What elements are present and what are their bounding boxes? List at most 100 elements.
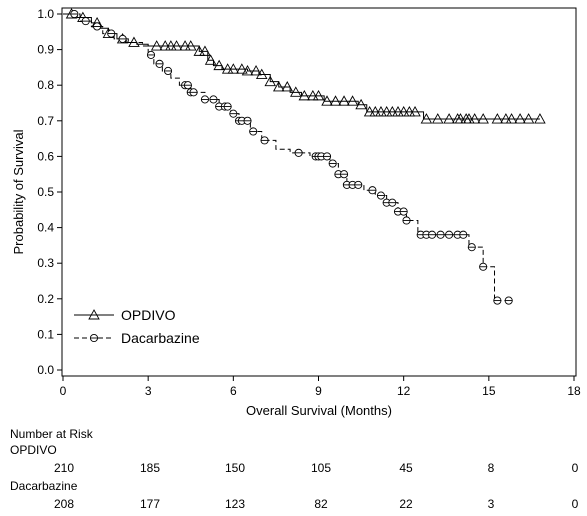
censor-marker-opdivo [329, 95, 342, 106]
x-tick-label: 3 [145, 384, 152, 398]
censor-marker-opdivo [272, 81, 285, 92]
legend-label-opdivo: OPDIVO [121, 307, 176, 323]
censor-marker-opdivo [491, 113, 504, 124]
survival-curve-opdivo [63, 13, 540, 120]
y-tick-label: 0.0 [37, 363, 54, 377]
x-tick-label: 15 [482, 384, 496, 398]
censor-marker-opdivo [380, 105, 393, 117]
series-layer [63, 8, 546, 305]
km-chart: 0 3 6 9 12 15 18 0.0 0.1 0.2 0.3 0.4 0.5 0.6 0.7 0.8 0.9… [11, 7, 581, 418]
risk-value: 185 [139, 461, 161, 475]
censor-marker-opdivo [159, 40, 171, 51]
y-tick-label: 0.5 [37, 185, 54, 199]
risk-value: 0 [571, 497, 579, 511]
legend: OPDIVO Dacarbazine [74, 307, 200, 346]
censor-marker-opdivo [298, 89, 311, 101]
censor-marker-opdivo [281, 81, 294, 92]
censor-marker-opdivo [236, 63, 248, 74]
censor-marker-opdivo [500, 113, 512, 124]
risk-value: 45 [399, 461, 413, 475]
censor-marker-opdivo [290, 86, 302, 97]
y-tick-label: 0.9 [37, 43, 54, 57]
risk-value: 8 [487, 461, 495, 475]
risk-value: 208 [53, 497, 75, 511]
censor-marker-opdivo [250, 65, 262, 76]
risk-table-title: Number at Risk [10, 427, 93, 441]
y-tick-label: 0.6 [37, 149, 54, 163]
censor-marker-opdivo [346, 95, 359, 106]
censor-marker-opdivo [468, 113, 481, 124]
y-axis-label: Probability of Survival [11, 129, 26, 254]
censor-marker-opdivo [193, 45, 206, 56]
risk-row-dacarbazine: 208 177 123 82 22 3 0 [0, 497, 587, 511]
legend-marker-opdivo [88, 309, 100, 320]
censor-marker-opdivo [420, 113, 433, 124]
censor-marker-opdivo [213, 59, 225, 71]
x-tick-label: 9 [315, 384, 322, 398]
censor-marker-opdivo [514, 113, 526, 124]
censor-marker-opdivo [375, 105, 387, 117]
censor-marker-opdivo [522, 113, 535, 124]
censor-marker-opdivo [184, 40, 197, 51]
censor-marker-opdivo [403, 105, 416, 117]
censor-marker-opdivo [227, 63, 240, 74]
censor-marker-opdivo [338, 95, 350, 106]
series-opdivo [63, 8, 546, 124]
censor-marker-opdivo [241, 65, 254, 76]
legend-item-dacarbazine: Dacarbazine [74, 330, 200, 346]
y-tick-label: 0.8 [37, 78, 54, 92]
censor-marker-opdivo [431, 113, 444, 124]
y-tick-label: 0.2 [37, 292, 54, 306]
y-tick-label: 0.7 [37, 114, 54, 128]
censor-marker-opdivo [454, 113, 467, 124]
x-tick-label: 12 [397, 384, 411, 398]
censor-marker-opdivo [355, 98, 367, 110]
censor-marker-opdivo [463, 113, 475, 124]
risk-row-label-opdivo: OPDIVO [10, 443, 57, 457]
axis-layer: 0 3 6 9 12 15 18 0.0 0.1 0.2 0.3 0.4 0.5 0.6 0.7 0.8 0.9… [37, 7, 581, 398]
censor-marker-opdivo [165, 40, 177, 51]
x-tick-label: 6 [230, 384, 237, 398]
risk-value: 0 [571, 461, 579, 475]
censor-marker-opdivo [369, 105, 382, 117]
risk-value: 22 [399, 497, 413, 511]
censor-marker-opdivo [150, 40, 163, 51]
censor-marker-opdivo [199, 45, 211, 56]
censor-marker-opdivo [307, 89, 319, 101]
risk-value: 105 [310, 461, 332, 475]
censor-marker-opdivo [397, 105, 410, 117]
censor-marker-opdivo [204, 54, 217, 65]
censor-marker-opdivo [221, 63, 234, 74]
censor-marker-opdivo [477, 113, 489, 124]
risk-value: 82 [314, 497, 328, 511]
censor-marker-opdivo [386, 105, 399, 117]
censor-marker-opdivo [312, 89, 325, 101]
risk-value: 177 [139, 497, 161, 511]
y-tick-label: 0.3 [37, 256, 54, 270]
censor-marker-opdivo [363, 105, 376, 117]
censor-marker-opdivo [534, 113, 546, 124]
x-axis-label: Overall Survival (Months) [246, 403, 392, 418]
censor-marker-opdivo [179, 40, 191, 51]
censor-marker-opdivo [409, 105, 421, 117]
x-tick-label: 0 [60, 384, 67, 398]
series-dacarbazine [63, 9, 513, 305]
risk-value: 3 [487, 497, 495, 511]
y-tick-label: 1.0 [37, 7, 54, 21]
risk-row-label-dacarbazine: Dacarbazine [10, 479, 78, 493]
survival-curve-dacarbazine [63, 13, 509, 302]
y-tick-label: 0.4 [37, 221, 54, 235]
censor-marker-opdivo [443, 113, 455, 124]
censor-marker-opdivo [505, 113, 518, 124]
risk-value: 123 [224, 497, 246, 511]
censor-marker-opdivo [170, 40, 183, 51]
legend-label-dacarbazine: Dacarbazine [121, 330, 200, 346]
censor-marker-opdivo [321, 95, 333, 106]
censor-marker-opdivo [255, 68, 268, 79]
y-tick-label: 0.1 [37, 327, 54, 341]
legend-item-opdivo: OPDIVO [74, 307, 176, 323]
censor-marker-opdivo [392, 105, 404, 117]
risk-value: 210 [53, 461, 75, 475]
x-tick-label: 18 [567, 384, 581, 398]
censor-marker-opdivo [264, 75, 277, 87]
